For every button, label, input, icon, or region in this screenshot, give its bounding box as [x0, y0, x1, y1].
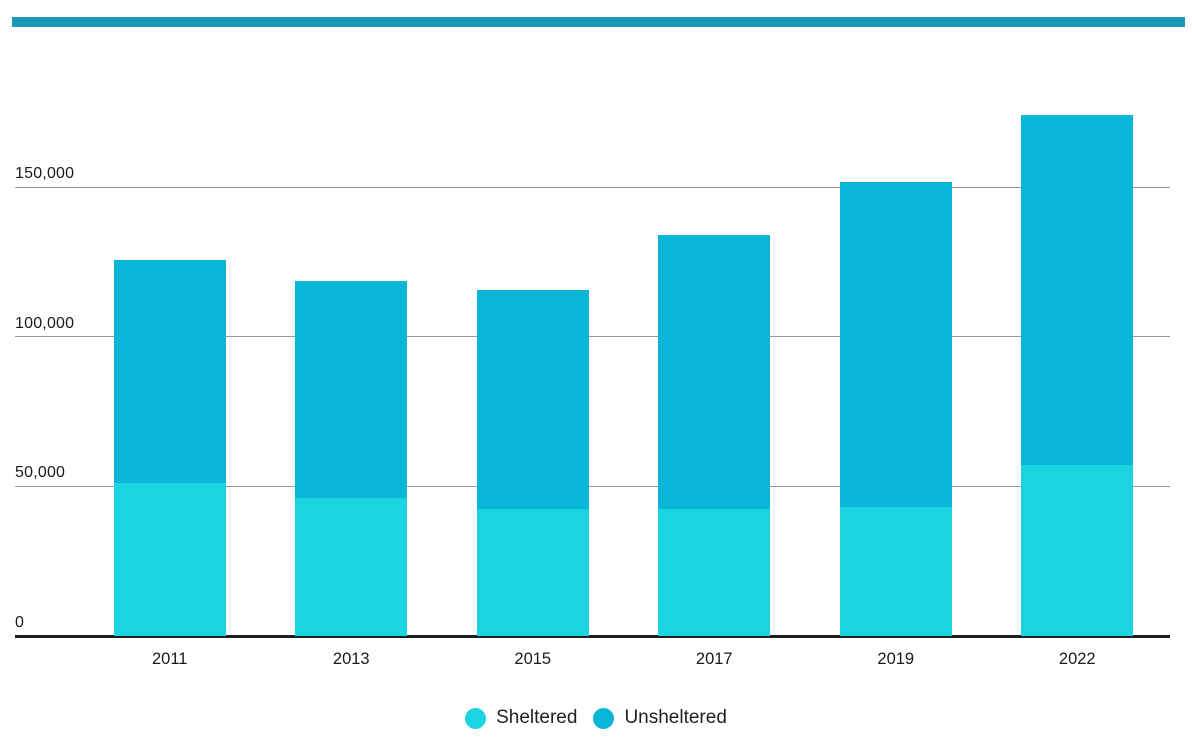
y-tick-label: 0 — [15, 614, 25, 631]
bar-slot-2011 — [79, 0, 261, 636]
bar-slot-2015 — [442, 0, 624, 636]
bar-segment-unsheltered-2015 — [476, 290, 589, 509]
bar-segment-sheltered-2017 — [658, 509, 771, 636]
bar-segment-unsheltered-2017 — [658, 235, 771, 509]
x-label-2017: 2017 — [695, 650, 733, 668]
gridline-150,000 — [15, 186, 1170, 188]
bar-2019 — [839, 182, 952, 636]
bar-segment-unsheltered-2013 — [295, 281, 408, 498]
y-tick-label: 50,000 — [15, 464, 66, 482]
x-label-2019: 2019 — [877, 650, 915, 668]
x-label-2015: 2015 — [514, 650, 552, 668]
legend-label: Sheltered — [496, 707, 578, 728]
x-label-2013: 2013 — [332, 650, 370, 668]
legend-item-sheltered: Sheltered — [465, 706, 577, 730]
bar-segment-sheltered-2011 — [113, 483, 226, 636]
y-tick-label: 100,000 — [15, 314, 75, 332]
bar-segment-unsheltered-2022 — [1021, 115, 1134, 465]
x-axis-labels: 2011 2013 2015 2017 2019 2022 — [79, 648, 1168, 670]
bar-slot-2017 — [624, 0, 806, 636]
y-tick-label: 150,000 — [15, 165, 75, 182]
bar-2022 — [1021, 115, 1134, 636]
bar-slot-2013 — [261, 0, 443, 636]
top-accent-rule — [12, 17, 1185, 27]
legend-swatch-icon — [465, 707, 487, 729]
bar-2013 — [295, 281, 408, 636]
bar-slot-2022 — [987, 0, 1169, 636]
legend: Sheltered Unsheltered — [0, 706, 1192, 730]
bar-segment-sheltered-2019 — [839, 507, 952, 636]
bar-segment-sheltered-2022 — [1021, 465, 1134, 636]
x-label-2011: 2011 — [152, 650, 188, 668]
legend-item-unsheltered: Unsheltered — [593, 706, 727, 730]
bar-segment-sheltered-2013 — [295, 498, 408, 636]
x-axis-line — [15, 635, 1170, 638]
bar-2017 — [658, 235, 771, 636]
legend-swatch-icon — [593, 707, 615, 729]
bar-segment-unsheltered-2019 — [839, 182, 952, 507]
gridline-100,000 — [15, 336, 1170, 338]
gridline-50,000 — [15, 485, 1170, 487]
bar-2015 — [476, 290, 589, 636]
bar-slot-2019 — [805, 0, 987, 636]
bars-row — [79, 0, 1168, 636]
bar-2011 — [113, 260, 226, 636]
bar-segment-unsheltered-2011 — [113, 260, 226, 483]
legend-label: Unsheltered — [624, 707, 727, 728]
bar-segment-sheltered-2015 — [476, 509, 589, 636]
x-label-2022: 2022 — [1058, 650, 1096, 668]
